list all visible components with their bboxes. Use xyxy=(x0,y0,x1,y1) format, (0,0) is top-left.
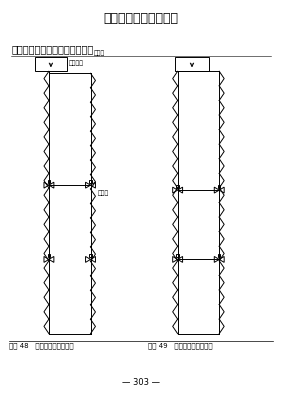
Polygon shape xyxy=(85,182,91,188)
Polygon shape xyxy=(49,256,54,262)
Polygon shape xyxy=(178,187,182,193)
Polygon shape xyxy=(85,256,91,262)
Polygon shape xyxy=(91,182,95,188)
Polygon shape xyxy=(173,256,178,262)
Polygon shape xyxy=(49,182,54,188)
Bar xyxy=(48,180,50,183)
Text: 图附 49   减压阀并联供水方式: 图附 49 减压阀并联供水方式 xyxy=(148,342,213,349)
Bar xyxy=(48,254,50,257)
Polygon shape xyxy=(219,256,224,262)
Polygon shape xyxy=(214,187,219,193)
Bar xyxy=(35,58,67,71)
Polygon shape xyxy=(173,187,178,193)
Polygon shape xyxy=(178,256,182,262)
Text: 附图 48   减压阀串联供水方式: 附图 48 减压阀串联供水方式 xyxy=(9,342,74,349)
Polygon shape xyxy=(91,256,95,262)
Polygon shape xyxy=(44,256,49,262)
Polygon shape xyxy=(219,187,224,193)
Polygon shape xyxy=(44,182,49,188)
Bar xyxy=(218,185,221,188)
Text: （一）减压阀分区生活供水图式: （一）减压阀分区生活供水图式 xyxy=(11,44,94,54)
Bar xyxy=(177,185,179,188)
Text: 高位水箱: 高位水箱 xyxy=(69,61,84,66)
Text: 用水点: 用水点 xyxy=(93,51,105,56)
Bar xyxy=(89,254,92,257)
Text: 减压阀分区的供水图式: 减压阀分区的供水图式 xyxy=(103,12,179,25)
Text: 减压阀: 减压阀 xyxy=(98,190,109,196)
Bar xyxy=(218,254,221,257)
Bar xyxy=(175,58,209,71)
Polygon shape xyxy=(214,256,219,262)
Bar xyxy=(89,180,92,183)
Bar xyxy=(177,254,179,257)
Text: — 303 —: — 303 — xyxy=(122,378,160,387)
